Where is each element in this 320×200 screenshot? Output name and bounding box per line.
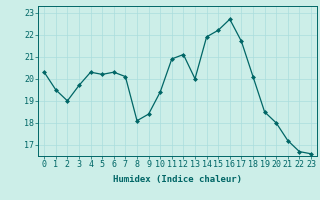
X-axis label: Humidex (Indice chaleur): Humidex (Indice chaleur) <box>113 175 242 184</box>
